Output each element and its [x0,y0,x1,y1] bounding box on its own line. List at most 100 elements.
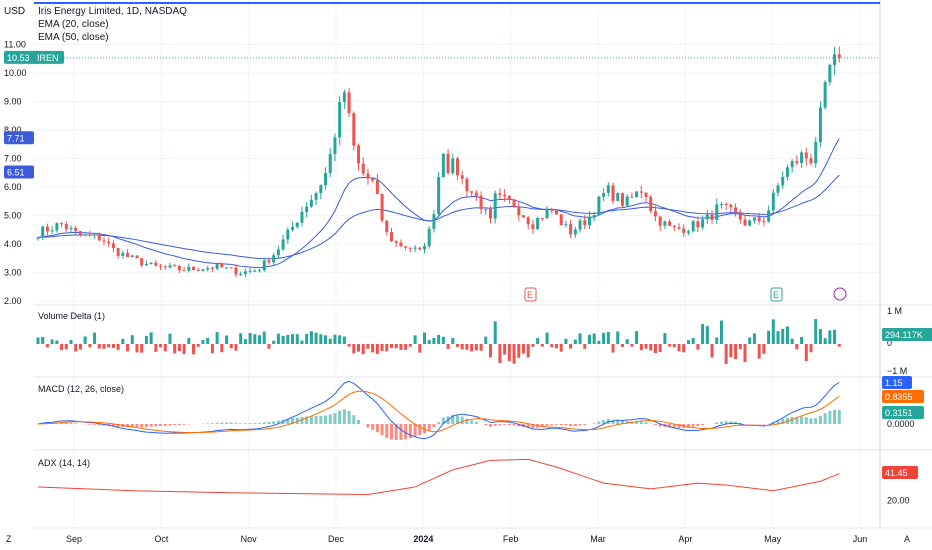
volume-delta-bar [837,344,841,347]
volume-delta-bar [823,338,827,344]
volume-delta-bar [305,333,309,344]
candle-body [159,265,163,267]
volume-delta-bar [177,344,181,352]
volume-delta-bar [291,334,295,344]
volume-delta-bar [498,344,502,364]
volume-delta-bar [286,334,290,344]
candle-body [715,204,719,221]
adx-line [37,458,840,496]
candle-body [394,241,398,243]
volume-delta-bar [526,344,530,358]
candle-body [144,263,148,266]
histogram-badge: 0.3151 [885,408,913,418]
volume-delta-bar [126,344,130,352]
candle-body [800,152,804,164]
volume-delta-bar [474,344,478,351]
macd-histogram-bar [781,419,785,424]
candle-body [64,223,68,230]
candle-body [517,207,521,216]
volume-delta-bar [314,332,318,344]
volume-delta-bar [45,344,49,348]
volume-delta-bar [248,332,252,344]
volume-delta-bar [625,339,629,344]
volume-delta-bar [324,335,328,344]
volume-delta-bar [83,336,87,344]
macd-histogram-bar [578,424,582,426]
volume-delta-bar [705,326,709,344]
candle-body [611,185,615,201]
candle-body [163,266,167,268]
ema50-legend[interactable]: EMA (50, close) [38,32,109,43]
volume-delta-bar [470,344,474,352]
macd-histogram [41,409,841,441]
candle-body [795,161,799,164]
macd-histogram-bar [225,422,229,424]
earnings-marker-frame [524,287,537,302]
volume-delta-bar [668,344,672,347]
candle-body [253,270,257,272]
macd-histogram-bar [818,415,822,424]
ema20-legend[interactable]: EMA (20, close) [38,19,109,30]
candle-body [102,240,106,242]
volume-delta-bar [559,344,563,352]
candle-body [724,204,728,206]
volume-delta-bar [748,337,752,344]
macd-histogram-bar [88,424,92,425]
macd-histogram-bar [455,415,459,424]
volume-delta-bar [173,344,177,354]
macd-histogram-bar [149,424,153,427]
macd-histogram-bar [800,416,804,424]
macd-histogram-bar [531,424,535,429]
candle-body [493,193,497,219]
candle-body [686,231,690,233]
macd-histogram-bar [776,420,780,424]
candle-body [573,229,577,235]
adx-legend[interactable]: ADX (14, 14) [38,458,91,468]
macd-histogram-bar [177,424,181,425]
macd-histogram-bar [795,416,799,424]
volume-delta-bar [163,344,167,352]
volume-delta-bar [111,344,115,349]
candle-body [833,54,837,65]
macd-histogram-bar [300,416,304,424]
macd-histogram-bar [342,409,346,424]
macd-histogram-bar [550,424,554,426]
volume-delta-bar [743,344,747,363]
macd-histogram-bar [653,424,657,426]
volume-delta-bar [107,344,111,348]
candle-body [130,255,134,258]
volume-delta-bar [517,344,521,358]
volume-delta-bar [399,344,403,350]
candle-body [540,217,544,219]
time-tick-label: Dec [328,534,345,544]
macd-histogram-bar [314,416,318,424]
macd-histogram-bar [390,424,394,440]
volume-delta-legend[interactable]: Volume Delta (1) [38,311,106,321]
candle-body [408,247,412,249]
volume-tick-label: −1 M [887,366,907,376]
candle-body [154,262,158,266]
candle-body [225,267,229,269]
candle-body [69,227,73,230]
volume-delta-bar [493,321,497,344]
candle-body [262,260,266,271]
candle-body [116,248,120,256]
volume-delta-bar [121,339,125,344]
volume-delta-bar [276,333,280,344]
macd-line [37,380,840,440]
candle-body [427,228,431,247]
macd-legend[interactable]: MACD (12, 26, close) [38,384,125,394]
candle-body [781,176,785,186]
candle-body [413,247,417,249]
volume-delta-bar [130,335,134,344]
candle-body [526,217,530,225]
candle-body [743,219,747,226]
macd-histogram-bar [286,418,290,424]
volume-delta-bar [554,344,558,349]
candle-body [682,228,686,233]
candle-body [390,232,394,242]
volume-delta-bar [719,320,723,344]
candles [36,46,841,278]
volume-delta-bar [635,331,639,344]
